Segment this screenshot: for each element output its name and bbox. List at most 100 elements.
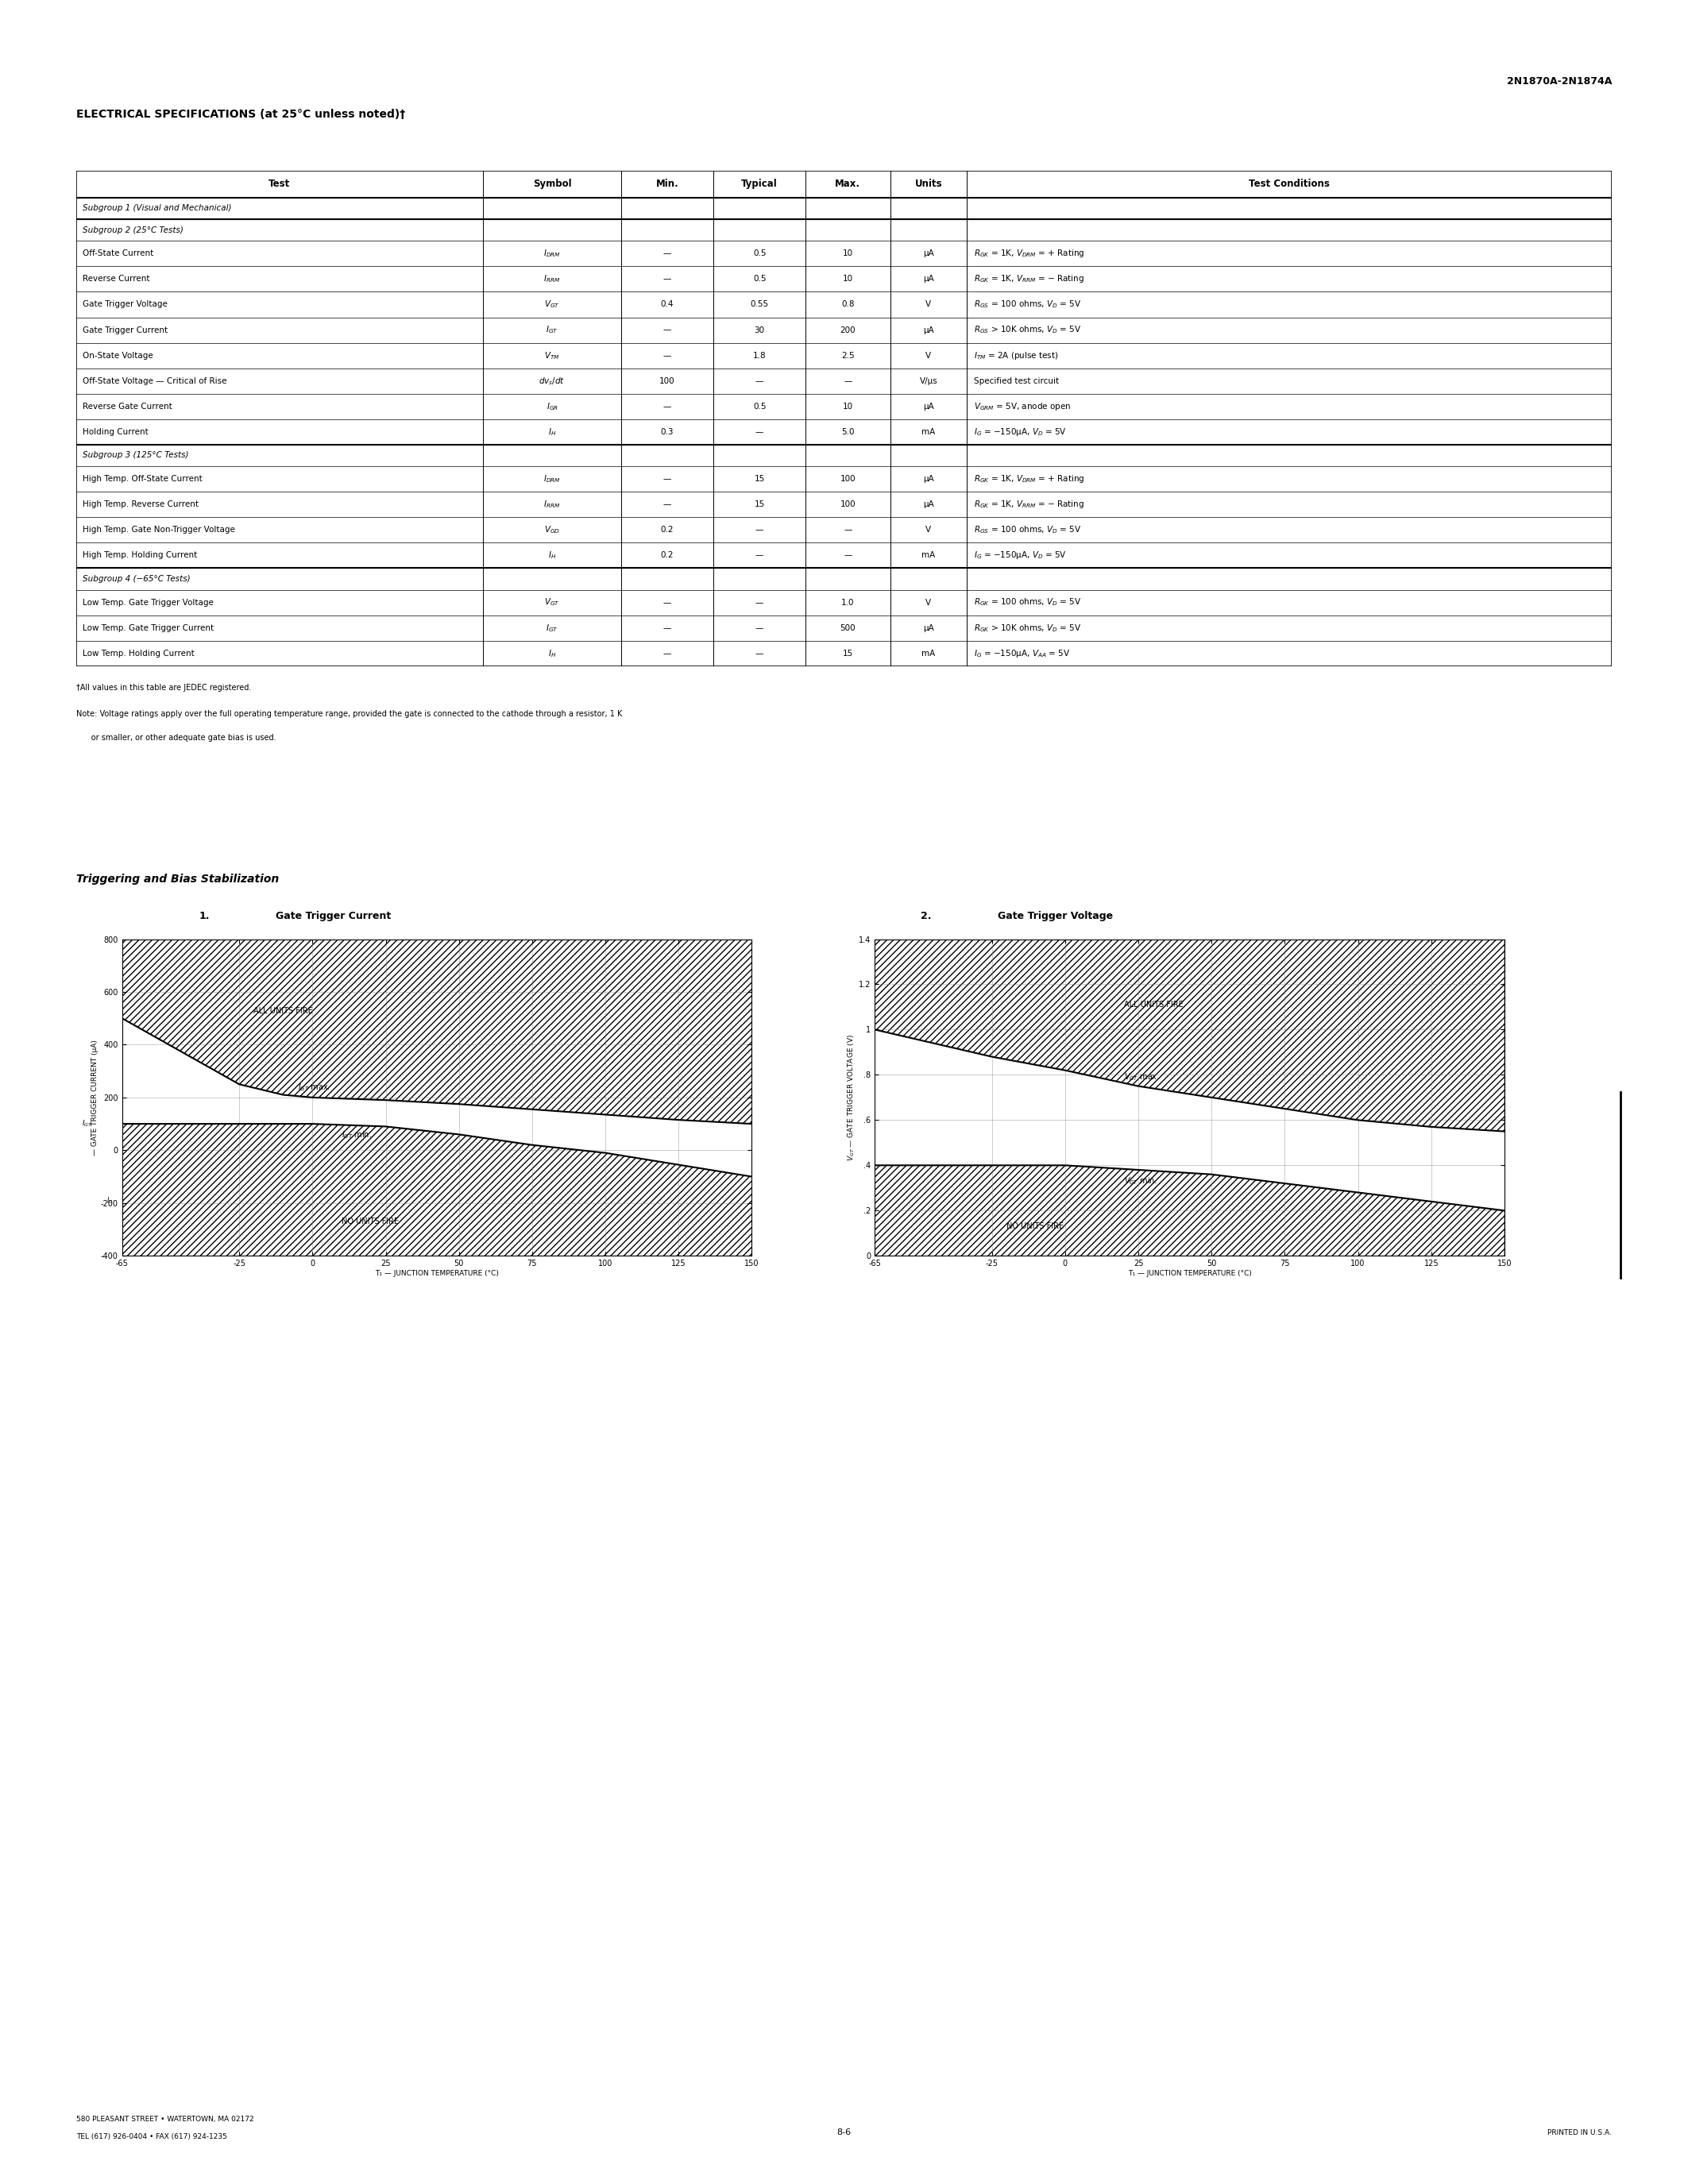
Text: V: V — [925, 598, 932, 607]
Text: PRINTED IN U.S.A.: PRINTED IN U.S.A. — [1548, 2129, 1612, 2136]
Text: 1.0: 1.0 — [841, 598, 854, 607]
Text: ELECTRICAL SPECIFICATIONS (at 25°C unless noted)†: ELECTRICAL SPECIFICATIONS (at 25°C unles… — [76, 109, 405, 120]
Text: 200: 200 — [841, 325, 856, 334]
Text: $V_{GRM}$ = 5V, anode open: $V_{GRM}$ = 5V, anode open — [974, 402, 1070, 413]
Text: —: — — [663, 500, 672, 509]
Text: V/μs: V/μs — [920, 378, 937, 384]
Text: High Temp. Gate Non-Trigger Voltage: High Temp. Gate Non-Trigger Voltage — [83, 526, 235, 533]
Text: μA: μA — [923, 474, 933, 483]
Text: 1.8: 1.8 — [753, 352, 766, 360]
Text: High Temp. Reverse Current: High Temp. Reverse Current — [83, 500, 199, 509]
Text: $I_{GT}$ min.: $I_{GT}$ min. — [341, 1129, 371, 1140]
Text: $I_{DRM}$: $I_{DRM}$ — [544, 474, 560, 485]
Text: $I_{GT}$: $I_{GT}$ — [545, 325, 559, 336]
Text: —: — — [756, 550, 763, 559]
Text: 15: 15 — [755, 474, 765, 483]
Text: Gate Trigger Current: Gate Trigger Current — [275, 911, 392, 922]
Text: $I_H$: $I_H$ — [549, 550, 557, 561]
Text: Subgroup 1 (Visual and Mechanical): Subgroup 1 (Visual and Mechanical) — [83, 205, 231, 212]
Text: On-State Voltage: On-State Voltage — [83, 352, 154, 360]
Text: Low Temp. Gate Trigger Current: Low Temp. Gate Trigger Current — [83, 625, 214, 631]
Text: Gate Trigger Voltage: Gate Trigger Voltage — [83, 301, 167, 308]
Y-axis label: $V_{GT}$ — GATE TRIGGER VOLTAGE (V): $V_{GT}$ — GATE TRIGGER VOLTAGE (V) — [846, 1033, 856, 1162]
Text: 2.5: 2.5 — [841, 352, 854, 360]
Text: μA: μA — [923, 500, 933, 509]
Text: 15: 15 — [842, 649, 852, 657]
Text: Test: Test — [268, 179, 290, 190]
Text: TEL (617) 926-0404 • FAX (617) 924-1235: TEL (617) 926-0404 • FAX (617) 924-1235 — [76, 2134, 226, 2140]
Text: —: — — [663, 625, 672, 631]
Text: High Temp. Holding Current: High Temp. Holding Current — [83, 550, 197, 559]
Text: μA: μA — [923, 625, 933, 631]
Text: Gate Trigger Voltage: Gate Trigger Voltage — [998, 911, 1112, 922]
Text: $R_{GK}$ = 1K, $V_{DRM}$ = + Rating: $R_{GK}$ = 1K, $V_{DRM}$ = + Rating — [974, 249, 1084, 260]
Text: $I_G$ = −150μA, $V_{AA}$ = 5V: $I_G$ = −150μA, $V_{AA}$ = 5V — [974, 649, 1070, 660]
Text: 0.2: 0.2 — [660, 526, 674, 533]
Text: —: — — [663, 598, 672, 607]
Text: V: V — [925, 526, 932, 533]
Text: 0.4: 0.4 — [660, 301, 674, 308]
Text: $R_{GK}$ > 10K ohms, $V_D$ = 5V: $R_{GK}$ > 10K ohms, $V_D$ = 5V — [974, 622, 1082, 633]
Text: 580 PLEASANT STREET • WATERTOWN, MA 02172: 580 PLEASANT STREET • WATERTOWN, MA 0217… — [76, 2116, 253, 2123]
Text: 0.5: 0.5 — [753, 402, 766, 411]
Text: μA: μA — [923, 275, 933, 284]
Text: mA: mA — [922, 649, 935, 657]
Text: $V_{GT}$ min.: $V_{GT}$ min. — [1124, 1175, 1156, 1186]
Text: —: — — [756, 625, 763, 631]
Text: $R_{GS}$ = 100 ohms, $V_D$ = 5V: $R_{GS}$ = 100 ohms, $V_D$ = 5V — [974, 524, 1080, 535]
Text: 100: 100 — [660, 378, 675, 384]
Text: Gate Trigger Current: Gate Trigger Current — [83, 325, 167, 334]
Text: V: V — [925, 352, 932, 360]
Text: Subgroup 4 (−65°C Tests): Subgroup 4 (−65°C Tests) — [83, 574, 191, 583]
Text: —: — — [663, 249, 672, 258]
Y-axis label: — GATE TRIGGER CURRENT (μA): — GATE TRIGGER CURRENT (μA) — [91, 1040, 98, 1155]
Text: 0.55: 0.55 — [751, 301, 768, 308]
Text: $R_{GK}$ = 1K, $V_{RRM}$ = − Rating: $R_{GK}$ = 1K, $V_{RRM}$ = − Rating — [974, 498, 1084, 511]
Text: †All values in this table are JEDEC registered.: †All values in this table are JEDEC regi… — [76, 684, 252, 692]
Text: Reverse Gate Current: Reverse Gate Current — [83, 402, 172, 411]
Text: $V_{GD}$: $V_{GD}$ — [544, 524, 560, 535]
Text: $I_{RRM}$: $I_{RRM}$ — [544, 273, 560, 284]
Text: —: — — [663, 352, 672, 360]
Text: $I_{GT}$: $I_{GT}$ — [545, 622, 559, 633]
Text: $V_{GT}$ max.: $V_{GT}$ max. — [1124, 1072, 1160, 1083]
Text: Reverse Current: Reverse Current — [83, 275, 150, 284]
Text: Symbol: Symbol — [533, 179, 572, 190]
Text: —: — — [844, 378, 852, 384]
Text: μA: μA — [923, 325, 933, 334]
Text: $V_{GT}$: $V_{GT}$ — [544, 299, 560, 310]
Text: 10: 10 — [842, 275, 852, 284]
Text: Note: Voltage ratings apply over the full operating temperature range, provided : Note: Voltage ratings apply over the ful… — [76, 710, 621, 719]
Text: $R_{GS}$ > 10K ohms, $V_D$ = 5V: $R_{GS}$ > 10K ohms, $V_D$ = 5V — [974, 325, 1080, 336]
Text: Specified test circuit: Specified test circuit — [974, 378, 1058, 384]
Text: ALL UNITS FIRE: ALL UNITS FIRE — [1124, 1000, 1183, 1009]
Text: ALL UNITS FIRE: ALL UNITS FIRE — [253, 1007, 312, 1016]
Text: mA: mA — [922, 428, 935, 437]
Text: 0.5: 0.5 — [753, 275, 766, 284]
Text: $I_H$: $I_H$ — [549, 426, 557, 437]
Text: $I_{GT}$ max.: $I_{GT}$ max. — [297, 1081, 331, 1092]
Text: $I_G$ = −150μA, $V_D$ = 5V: $I_G$ = −150μA, $V_D$ = 5V — [974, 426, 1067, 437]
Text: 30: 30 — [755, 325, 765, 334]
Text: $I_{RRM}$: $I_{RRM}$ — [544, 498, 560, 509]
Text: Units: Units — [915, 179, 942, 190]
Text: Holding Current: Holding Current — [83, 428, 149, 437]
Text: $I_{GR}$: $I_{GR}$ — [547, 402, 559, 413]
Text: —: — — [663, 474, 672, 483]
Text: Subgroup 3 (125°C Tests): Subgroup 3 (125°C Tests) — [83, 452, 189, 459]
Text: $R_{GK}$ = 100 ohms, $V_D$ = 5V: $R_{GK}$ = 100 ohms, $V_D$ = 5V — [974, 596, 1080, 607]
Text: —: — — [756, 428, 763, 437]
Text: High Temp. Off-State Current: High Temp. Off-State Current — [83, 474, 203, 483]
Text: Low Temp. Holding Current: Low Temp. Holding Current — [83, 649, 194, 657]
Text: or smaller, or other adequate gate bias is used.: or smaller, or other adequate gate bias … — [76, 734, 275, 743]
Text: 10: 10 — [842, 249, 852, 258]
Text: V: V — [925, 301, 932, 308]
X-axis label: T₁ — JUNCTION TEMPERATURE (°C): T₁ — JUNCTION TEMPERATURE (°C) — [1128, 1269, 1251, 1278]
Text: mA: mA — [922, 550, 935, 559]
Text: —: — — [756, 526, 763, 533]
Text: 5.0: 5.0 — [841, 428, 854, 437]
Text: —: — — [663, 402, 672, 411]
Text: $V_{TM}$: $V_{TM}$ — [544, 349, 560, 360]
Text: 500: 500 — [841, 625, 856, 631]
Text: 0.8: 0.8 — [841, 301, 854, 308]
